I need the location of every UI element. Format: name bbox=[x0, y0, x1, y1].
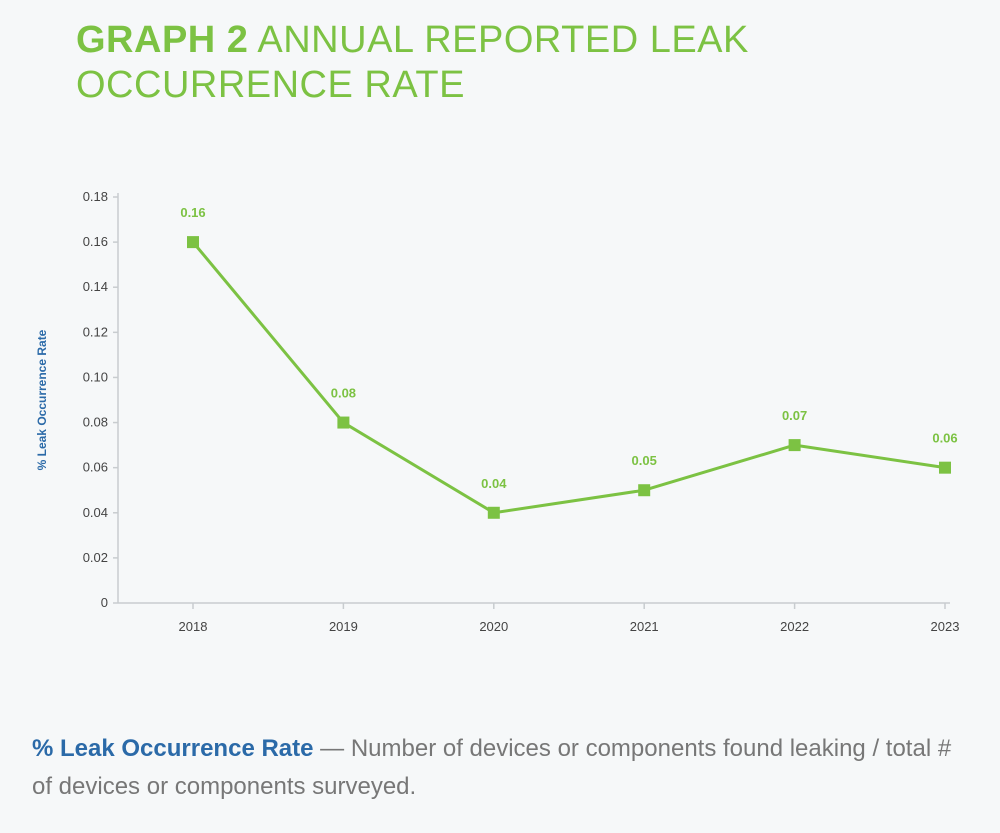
x-tick-label: 2020 bbox=[479, 619, 508, 634]
series-line bbox=[191, 241, 946, 515]
data-point bbox=[487, 506, 500, 519]
leak-rate-line-chart: 0 0.02 0.04 0.06 0.08 0.10 0.12 0.14 0.16 0.18 201… bbox=[35, 189, 960, 634]
data-label: 0.16 bbox=[180, 205, 205, 220]
data-point bbox=[337, 416, 350, 429]
x-tick-label: 2019 bbox=[329, 619, 358, 634]
data-label: 0.05 bbox=[632, 453, 657, 468]
y-tick-label: 0 bbox=[101, 595, 108, 610]
data-point bbox=[187, 236, 199, 249]
data-label: 0.04 bbox=[481, 476, 507, 491]
y-tick-label: 0.04 bbox=[83, 505, 108, 520]
x-tick-label: 2021 bbox=[630, 619, 659, 634]
data-label: 0.08 bbox=[331, 386, 356, 401]
y-axis-title: % Leak Occurrence Rate bbox=[35, 329, 49, 470]
data-point bbox=[788, 439, 801, 452]
y-tick-label: 0.12 bbox=[83, 324, 108, 339]
y-tick-label: 0.16 bbox=[83, 234, 108, 249]
x-tick-label: 2018 bbox=[179, 619, 208, 634]
graph-title: GRAPH 2 ANNUAL REPORTED LEAK OCCURRENCE … bbox=[76, 18, 956, 108]
y-tick-label: 0.08 bbox=[83, 415, 108, 430]
footnote-term: % Leak Occurrence Rate bbox=[32, 735, 314, 762]
footnote: % Leak Occurrence Rate — Number of devic… bbox=[32, 730, 972, 806]
data-label: 0.06 bbox=[932, 431, 957, 446]
y-tick-label: 0.14 bbox=[83, 279, 108, 294]
y-tick-label: 0.06 bbox=[83, 460, 108, 475]
footnote-definition: — Number of devices or components found … bbox=[32, 735, 952, 800]
x-tick-label: 2022 bbox=[780, 619, 809, 634]
data-point bbox=[939, 461, 951, 474]
y-tick-label: 0.02 bbox=[83, 550, 108, 565]
graph-number: GRAPH 2 bbox=[76, 19, 249, 61]
data-label: 0.07 bbox=[782, 408, 807, 423]
x-tick-label: 2023 bbox=[931, 619, 960, 634]
data-point bbox=[638, 484, 651, 497]
graph-title-text: ANNUAL REPORTED LEAK OCCURRENCE RATE bbox=[76, 19, 749, 106]
y-tick-label: 0.18 bbox=[83, 189, 108, 204]
y-tick-label: 0.10 bbox=[83, 369, 108, 384]
